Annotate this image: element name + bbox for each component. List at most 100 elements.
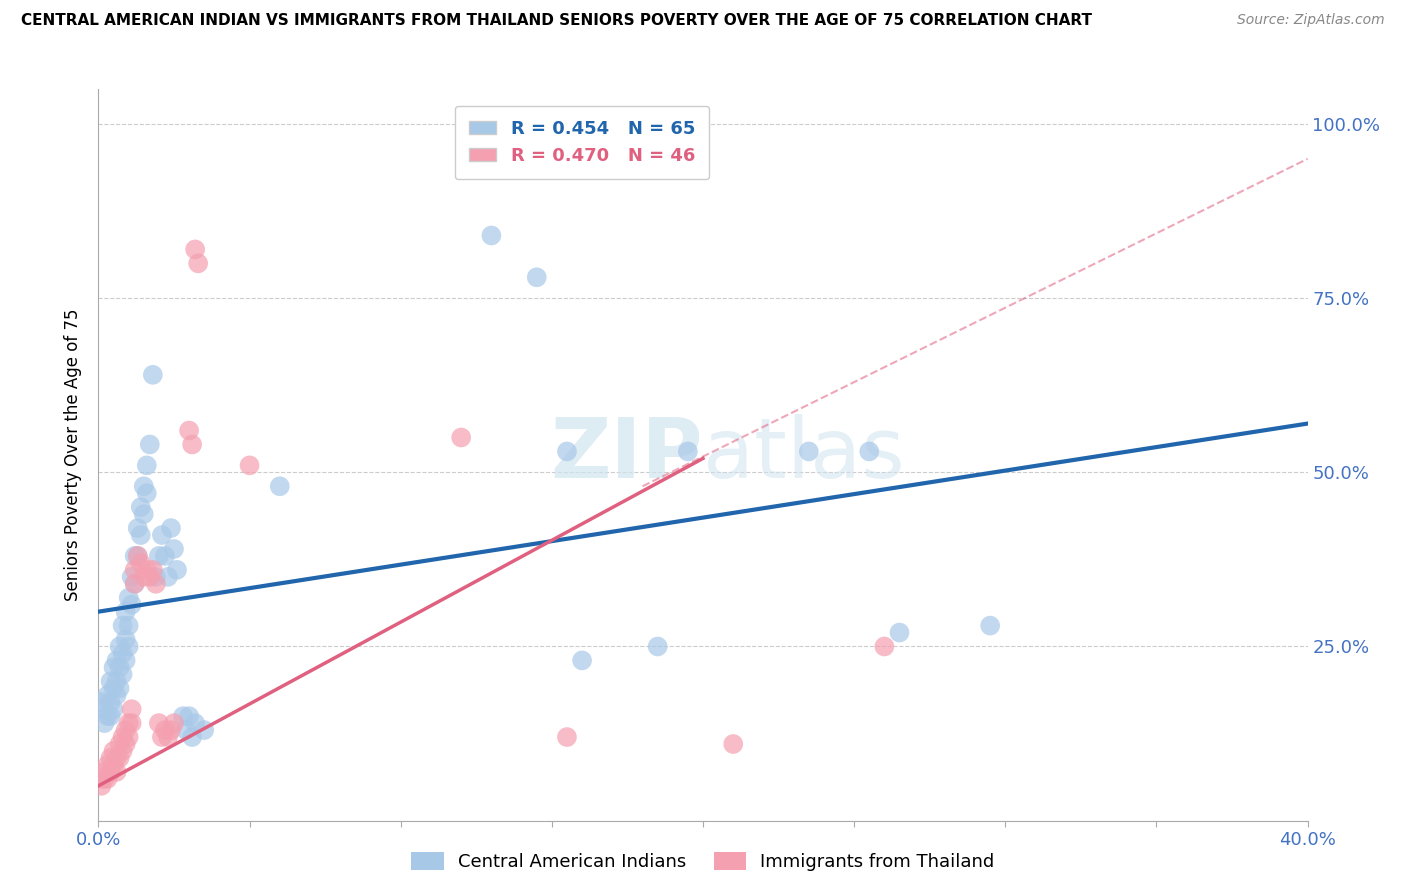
Point [111,647,134,661]
Y-axis label: Seniors Poverty Over the Age of 75: Seniors Poverty Over the Age of 75 [65,309,83,601]
Point [114,723,136,737]
Point [179,709,201,723]
Point [127,521,149,535]
Point [100,764,122,779]
Point [127,549,149,563]
Legend: R = 0.454   N = 65, R = 0.470   N = 46: R = 0.454 N = 65, R = 0.470 N = 46 [454,105,710,179]
Point [145,576,167,591]
Point [139,570,162,584]
Point [90,772,112,786]
Point [93,702,115,716]
Point [179,424,201,438]
Point [111,730,134,744]
Point [121,716,143,731]
Point [135,563,157,577]
Point [108,640,131,654]
Legend: Central American Indians, Immigrants from Thailand: Central American Indians, Immigrants fro… [404,845,1002,879]
Point [129,556,152,570]
Point [181,437,204,451]
Point [555,730,578,744]
Point [184,243,207,257]
Point [150,730,173,744]
Point [156,730,179,744]
Point [135,458,157,473]
Text: ZIP: ZIP [551,415,703,495]
Point [118,591,141,605]
Point [105,653,128,667]
Point [858,444,880,458]
Point [108,737,131,751]
Point [100,751,122,765]
Text: Source: ZipAtlas.com: Source: ZipAtlas.com [1237,13,1385,28]
Point [96,772,118,786]
Point [105,688,128,702]
Point [142,563,165,577]
Point [797,444,820,458]
Point [114,605,136,619]
Point [571,653,593,667]
Point [156,570,179,584]
Point [526,270,548,285]
Point [103,660,125,674]
Point [108,660,131,674]
Point [148,716,170,731]
Point [135,486,157,500]
Point [172,709,194,723]
Point [160,723,183,737]
Point [160,521,183,535]
Point [100,695,122,709]
Point [124,549,146,563]
Point [100,709,122,723]
Point [132,570,155,584]
Point [132,507,155,521]
Point [105,674,128,689]
Point [239,458,262,473]
Point [103,681,125,696]
Point [145,570,167,584]
Point [129,528,152,542]
Point [121,570,143,584]
Point [181,730,204,744]
Point [108,751,131,765]
Point [111,744,134,758]
Point [163,716,186,731]
Point [676,444,699,458]
Point [148,549,170,563]
Point [889,625,911,640]
Point [103,702,125,716]
Point [103,744,125,758]
Point [96,709,118,723]
Point [153,723,176,737]
Point [100,674,122,689]
Text: atlas: atlas [703,415,904,495]
Point [187,256,209,270]
Point [118,640,141,654]
Point [132,479,155,493]
Point [647,640,669,654]
Point [555,444,578,458]
Point [114,632,136,647]
Point [129,500,152,515]
Point [111,667,134,681]
Point [153,549,176,563]
Point [118,716,141,731]
Point [481,228,503,243]
Point [111,618,134,632]
Point [121,598,143,612]
Point [163,541,186,556]
Point [103,758,125,772]
Point [93,716,115,731]
Point [193,723,215,737]
Point [105,751,128,765]
Point [93,764,115,779]
Text: CENTRAL AMERICAN INDIAN VS IMMIGRANTS FROM THAILAND SENIORS POVERTY OVER THE AGE: CENTRAL AMERICAN INDIAN VS IMMIGRANTS FR… [21,13,1092,29]
Point [114,737,136,751]
Point [121,702,143,716]
Point [93,772,115,786]
Point [96,688,118,702]
Point [90,779,112,793]
Point [96,758,118,772]
Point [90,695,112,709]
Point [150,528,173,542]
Point [142,368,165,382]
